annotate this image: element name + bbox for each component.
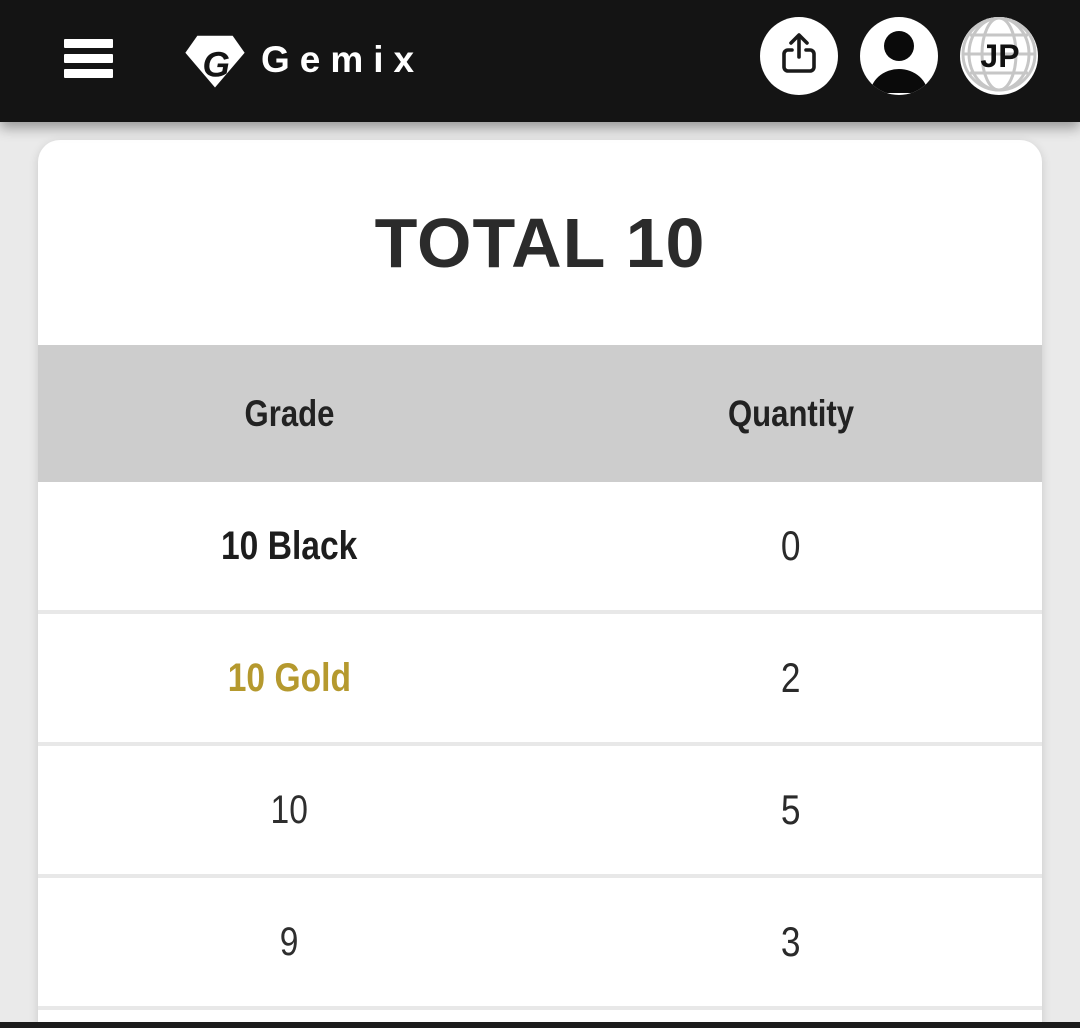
- brand-name: Gemix: [261, 39, 425, 80]
- user-icon: [860, 17, 938, 95]
- quantity-cell: 3: [781, 918, 801, 965]
- hamburger-menu-icon[interactable]: [64, 33, 113, 84]
- quantity-cell: 0: [781, 522, 801, 569]
- account-button[interactable]: [860, 17, 938, 95]
- share-icon: [775, 30, 823, 83]
- quantity-cell: 5: [781, 786, 801, 833]
- top-navigation-bar: G Gemix: [0, 0, 1080, 122]
- table-row: 10 5: [38, 746, 1042, 878]
- grade-cell: 10: [270, 787, 308, 832]
- grade-summary-card: TOTAL 10 Grade Quantity 10 Black 0: [38, 140, 1042, 1028]
- grade-cell: 10 Black: [220, 523, 358, 568]
- table-row: 10 Gold 2: [38, 614, 1042, 746]
- table-row: 10 Black 0: [38, 482, 1042, 614]
- share-button[interactable]: [760, 17, 838, 95]
- column-header-grade: Grade: [244, 392, 334, 434]
- grade-cell: 9: [279, 919, 299, 964]
- language-button[interactable]: JP: [960, 17, 1038, 95]
- total-title: TOTAL 10: [374, 203, 706, 282]
- globe-icon: JP: [960, 17, 1038, 95]
- table-row: 9 3: [38, 878, 1042, 1010]
- language-label: JP: [980, 38, 1019, 74]
- grade-cell: 10 Gold: [227, 655, 351, 700]
- column-header-quantity: Quantity: [727, 392, 855, 434]
- table-header-row: Grade Quantity: [38, 345, 1042, 482]
- svg-text:G: G: [203, 45, 230, 84]
- page-body: TOTAL 10 Grade Quantity 10 Black 0: [0, 122, 1080, 1028]
- brand-logo[interactable]: G Gemix: [183, 32, 424, 90]
- quantity-cell: 2: [781, 654, 801, 701]
- gem-logo-icon: G: [183, 32, 247, 90]
- screen-bottom-edge: [0, 1022, 1080, 1028]
